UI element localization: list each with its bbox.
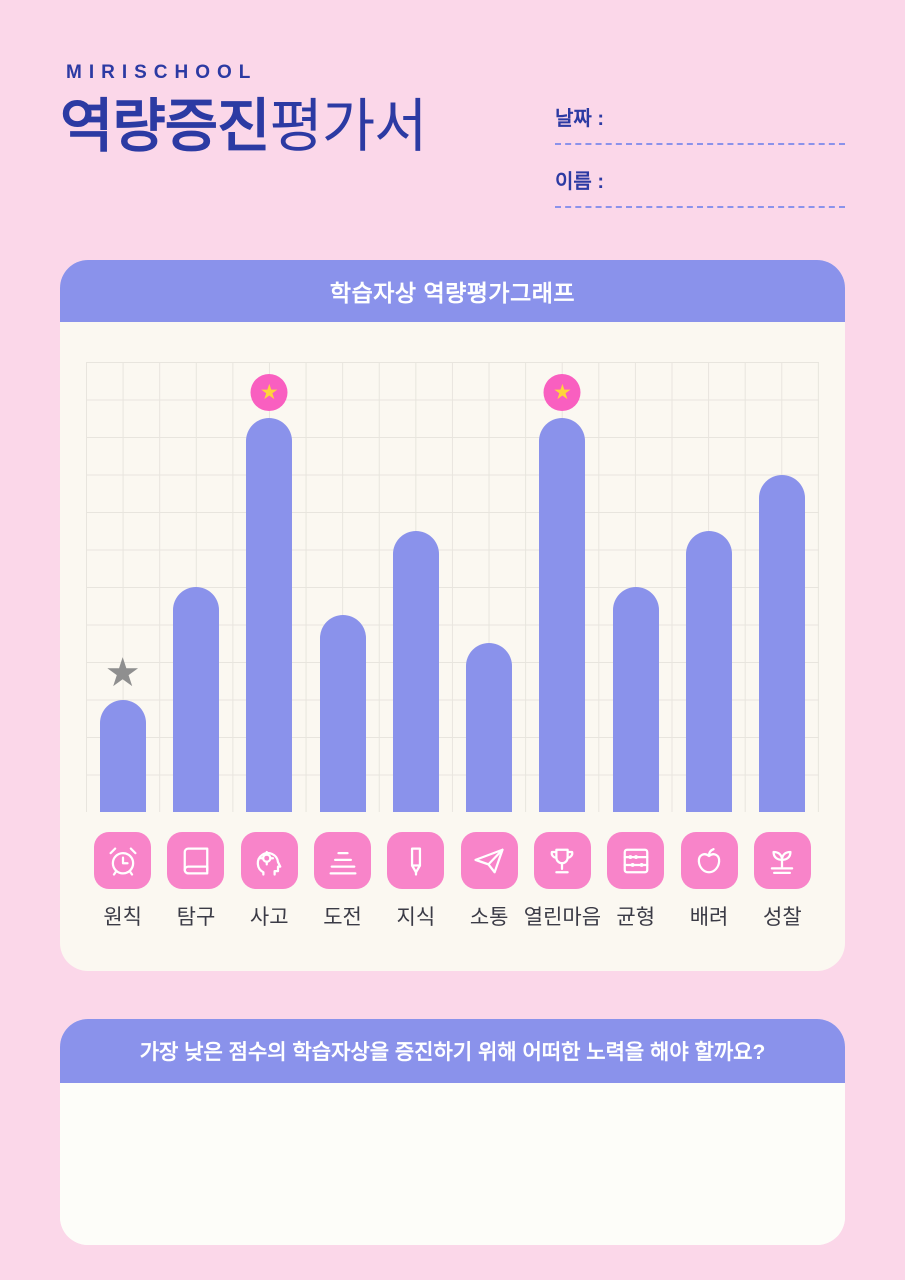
bar-column: ★ [233, 362, 306, 812]
icon-tile-column [526, 832, 599, 889]
category-label-column: 배려 [672, 901, 745, 931]
chart-card: 학습자상 역량평가그래프 ★ ★ ★ 원칙 탐구 사고 도전 지식 소통 열린마음 균형 배려 성찰 [60, 260, 845, 971]
category-label: 원칙 [103, 906, 142, 929]
question-card-header: 가장 낮은 점수의 학습자상을 증진하기 위해 어떠한 노력을 해야 할까요? [60, 1019, 845, 1083]
bar-열린마음 [539, 418, 586, 812]
category-label: 성찰 [763, 906, 802, 929]
category-label-column: 도전 [306, 901, 379, 931]
category-label: 지식 [396, 906, 436, 929]
abacus-icon [607, 832, 665, 889]
category-label: 배려 [689, 906, 729, 929]
bar-column [672, 362, 745, 812]
category-labels-row: 원칙 탐구 사고 도전 지식 소통 열린마음 균형 배려 성찰 [86, 901, 819, 971]
category-label: 탐구 [176, 906, 216, 929]
category-label: 열린마음 [523, 906, 602, 929]
category-label-column: 성찰 [746, 901, 819, 931]
yellow-star-badge-icon: ★ [543, 374, 581, 412]
bar-배려 [686, 530, 733, 812]
name-input-line[interactable] [555, 206, 845, 208]
header-fields: 날짜 : 이름 : [555, 102, 845, 228]
chart-title: 학습자상 역량평가그래프 [329, 280, 576, 306]
page-title-regular: 평가서 [269, 94, 427, 159]
icon-tile-column [306, 832, 379, 889]
sprout-icon [753, 832, 811, 889]
category-label-column: 소통 [452, 901, 525, 931]
category-label: 소통 [469, 906, 509, 929]
trophy-icon [533, 832, 591, 889]
bar-사고 [246, 418, 293, 812]
category-label-column: 열린마음 [523, 901, 602, 931]
chart-card-header: 학습자상 역량평가그래프 [60, 260, 845, 322]
bars: ★ ★ ★ [86, 362, 819, 812]
category-label: 사고 [249, 906, 289, 929]
category-icons-row [86, 832, 819, 889]
date-input-line[interactable] [555, 143, 845, 145]
icon-tile-column [452, 832, 525, 889]
book-icon [167, 832, 225, 889]
bar-탐구 [172, 587, 219, 812]
answer-area[interactable] [60, 1083, 845, 1245]
question-text: 가장 낮은 점수의 학습자상을 증진하기 위해 어떠한 노력을 해야 할까요? [139, 1041, 766, 1064]
category-label-column: 지식 [379, 901, 452, 931]
star-icon: ★ [553, 381, 572, 405]
bar-성찰 [759, 474, 806, 812]
bar-도전 [319, 615, 366, 812]
icon-tile-column [379, 832, 452, 889]
date-field[interactable]: 날짜 : [555, 102, 845, 145]
bar-원칙 [99, 699, 146, 812]
bar-column [159, 362, 232, 812]
thinking-head-icon [240, 832, 298, 889]
category-label-column: 탐구 [159, 901, 232, 931]
icon-tile-column [233, 832, 306, 889]
title-row: 역량증진평가서 날짜 : 이름 : [60, 94, 845, 228]
bar-column [746, 362, 819, 812]
page-title: 역량증진평가서 [60, 94, 428, 161]
bar-column [379, 362, 452, 812]
bar-균형 [612, 587, 659, 812]
bar-column: ★ [86, 362, 159, 812]
icon-tile-column [159, 832, 232, 889]
category-label: 균형 [616, 906, 656, 929]
icon-tile-column [746, 832, 819, 889]
star-icon: ★ [259, 381, 279, 405]
brand-logo: MIRISCHOOL [66, 62, 258, 83]
category-label-column: 원칙 [86, 901, 159, 931]
pencil-icon [387, 832, 445, 889]
bar-column [306, 362, 379, 812]
name-field[interactable]: 이름 : [555, 165, 845, 208]
date-label: 날짜 : [555, 108, 605, 130]
bar-chart: ★ ★ ★ [86, 362, 819, 812]
category-label-column: 사고 [233, 901, 306, 931]
gray-star-icon: ★ [104, 650, 141, 695]
bar-column [599, 362, 672, 812]
name-label: 이름 : [555, 171, 605, 193]
category-label: 도전 [323, 906, 362, 929]
page-title-bold: 역량증진 [60, 94, 270, 159]
bar-column: ★ [526, 362, 599, 812]
bar-지식 [392, 530, 439, 812]
steps-icon [314, 832, 372, 889]
question-card: 가장 낮은 점수의 학습자상을 증진하기 위해 어떠한 노력을 해야 할까요? [60, 1019, 845, 1245]
header: MIRISCHOOL 역량증진평가서 날짜 : 이름 : [60, 62, 845, 228]
icon-tile-column [86, 832, 159, 889]
alarm-clock-icon [94, 832, 152, 889]
bar-column [452, 362, 525, 812]
icon-tile-column [599, 832, 672, 889]
apple-icon [680, 832, 738, 889]
category-label-column: 균형 [599, 901, 672, 931]
yellow-star-badge-icon: ★ [250, 374, 288, 412]
paper-plane-icon [460, 832, 518, 889]
bar-소통 [466, 643, 513, 812]
icon-tile-column [672, 832, 745, 889]
